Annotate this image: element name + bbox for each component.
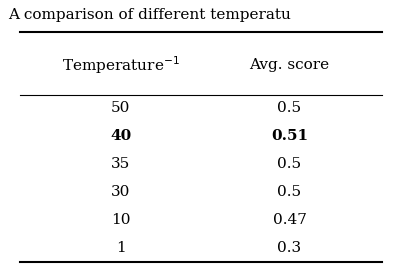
Text: 30: 30 [111,185,130,199]
Text: 0.47: 0.47 [272,213,306,227]
Text: Avg. score: Avg. score [249,58,329,72]
Text: 0.51: 0.51 [270,129,307,143]
Text: 0.5: 0.5 [277,157,301,171]
Text: 40: 40 [110,129,131,143]
Text: 0.5: 0.5 [277,185,301,199]
Text: 50: 50 [111,102,130,116]
Text: 35: 35 [111,157,130,171]
Text: Temperature$^{-1}$: Temperature$^{-1}$ [61,54,179,76]
Text: 1: 1 [115,241,125,255]
Text: 0.5: 0.5 [277,102,301,116]
Text: A comparison of different temperatu: A comparison of different temperatu [8,8,290,22]
Text: 10: 10 [111,213,130,227]
Text: 0.3: 0.3 [277,241,301,255]
